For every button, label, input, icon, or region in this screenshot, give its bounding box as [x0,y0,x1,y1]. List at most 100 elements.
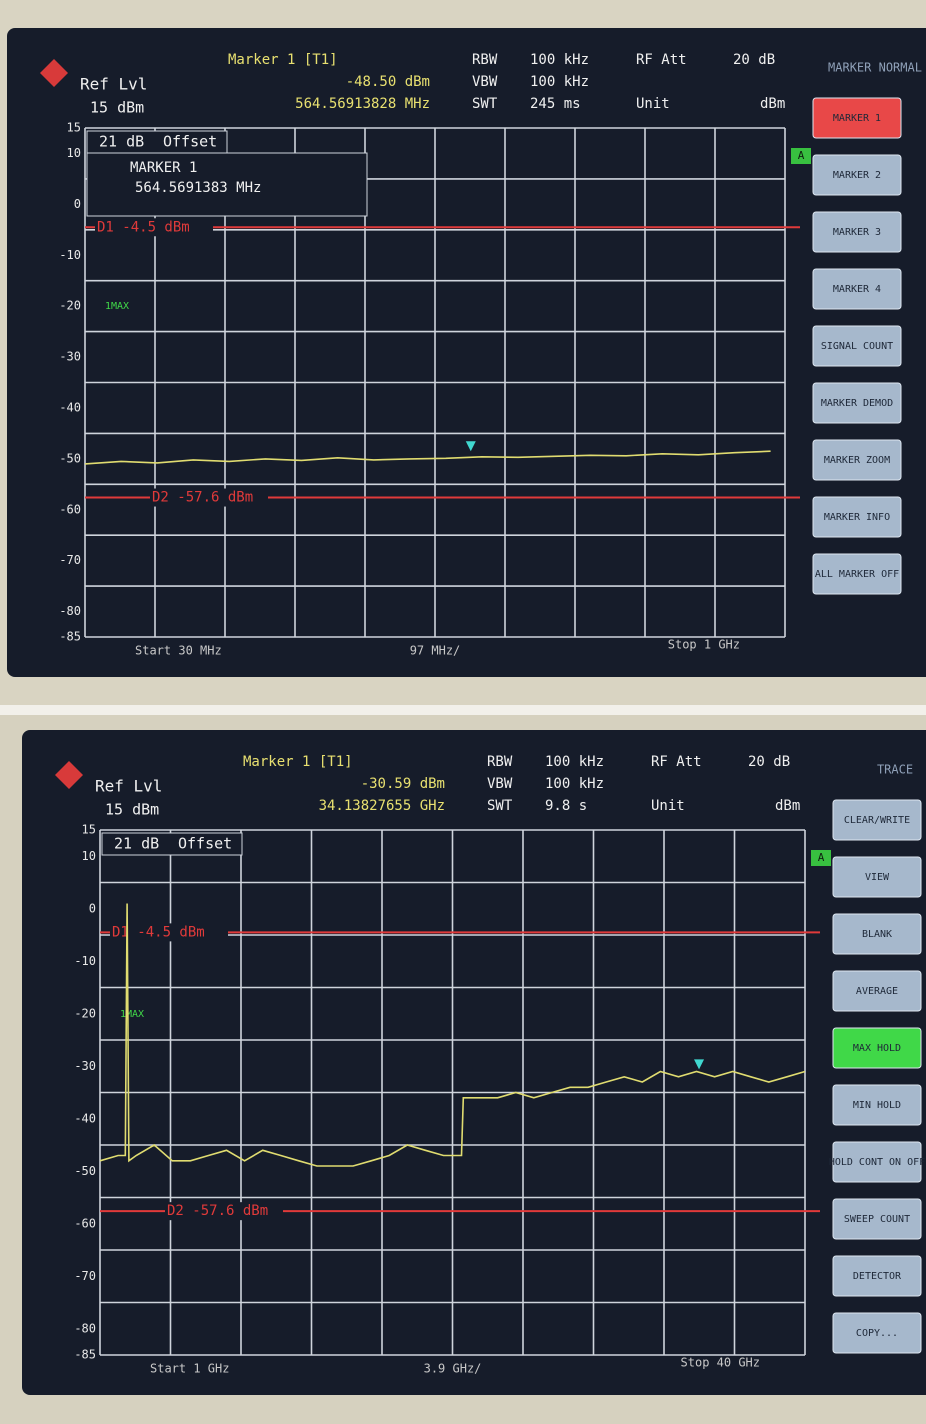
span: 3.9 GHz/ [424,1362,482,1376]
setting-label: VBW [487,776,513,792]
marker-title: Marker 1 [T1] [243,754,353,770]
y-tick-label: -40 [74,1111,96,1125]
softkey[interactable]: CLEAR/WRITE [832,799,922,841]
softkey[interactable]: MARKER DEMOD [812,382,902,424]
trace-label: 1MAX [120,1009,144,1020]
softkey[interactable]: BLANK [832,913,922,955]
marker-box-freq: 564.5691383 MHz [135,180,261,196]
marker [465,441,476,452]
softkey-label: MARKER INFO [824,512,890,523]
display-line-label: D2 -57.6 dBm [152,490,253,506]
marker-box [86,152,368,217]
setting-value: 100 kHz [530,52,589,68]
ref-label: Ref Lvl [95,777,162,796]
ref-label: Ref Lvl [80,75,147,94]
status-box [791,148,811,164]
y-tick-label: -70 [74,1269,96,1283]
y-tick-label: -85 [74,1348,96,1362]
setting-value: 245 ms [530,96,581,112]
softkey-face [812,439,902,481]
softkey[interactable]: MARKER 1 [812,97,902,139]
softkey[interactable]: MARKER 2 [812,154,902,196]
softkey[interactable]: COPY... [832,1312,922,1354]
start: Start 1 GHz [150,1362,229,1376]
y-tick-label: -60 [59,502,81,516]
setting-value: 9.8 s [545,798,587,814]
softkey[interactable]: SWEEP COUNT [832,1198,922,1240]
softkey-label: SWEEP COUNT [844,1214,910,1225]
marker-freq: 564.56913828 MHz [295,96,430,112]
status: A [798,149,805,162]
y-tick-label: 0 [89,901,96,915]
y-tick-label: -80 [59,604,81,618]
y-tick-label: 15 [67,121,81,135]
softkey-label: HOLD CONT ON OFF [829,1157,925,1168]
softkey-face [832,1312,922,1354]
softkey[interactable]: MARKER 3 [812,211,902,253]
setting-label: SWT [472,96,498,112]
y-tick-label: -40 [59,400,81,414]
softkey-face [832,1027,922,1069]
softkey-face [832,799,922,841]
y-tick-label: -20 [74,1006,96,1020]
softkey-face [832,1141,922,1183]
softkey-label: MAX HOLD [853,1043,901,1054]
menu-title: MARKER NORMAL [828,61,922,75]
setting-label: SWT [487,798,513,814]
menu-title: TRACE [877,763,913,777]
offset-label: Offset [178,835,232,853]
softkey-label: COPY... [856,1328,898,1339]
softkey-label: ALL MARKER OFF [815,569,899,580]
softkey-face [832,1255,922,1297]
softkey-label: MIN HOLD [853,1100,901,1111]
softkey-label: MARKER 1 [833,113,881,124]
softkey[interactable]: DETECTOR [832,1255,922,1297]
marker-title: Marker 1 [T1] [228,52,338,68]
softkey-label: MARKER DEMOD [821,398,893,409]
y-tick-label: 10 [67,146,81,160]
softkey[interactable]: MARKER 4 [812,268,902,310]
span: 97 MHz/ [410,644,461,658]
marker-box-title: MARKER 1 [130,160,197,176]
screen [22,730,926,1395]
softkey[interactable]: SIGNAL COUNT [812,325,902,367]
offset-value: 21 dB [99,133,144,151]
separator [0,705,926,715]
softkey[interactable]: VIEW [832,856,922,898]
softkey-label: MARKER 3 [833,227,881,238]
softkey-label: AVERAGE [856,986,898,997]
softkey-label: VIEW [865,872,890,883]
unit: Unit [636,96,670,112]
softkey[interactable]: ALL MARKER OFF [812,553,902,595]
start: Start 30 MHz [135,644,222,658]
y-tick-label: 15 [82,823,96,837]
rf-att-value: 20 dB [733,52,775,68]
softkey[interactable]: MIN HOLD [832,1084,922,1126]
status-box [811,850,831,866]
unit-value: dBm [775,798,800,814]
marker [694,1059,705,1070]
trace-label: 1MAX [105,301,129,312]
display-label-bg [95,218,213,237]
softkey[interactable]: HOLD CONT ON OFF [829,1141,925,1183]
softkey[interactable]: AVERAGE [832,970,922,1012]
setting-value: 100 kHz [545,776,604,792]
logo [40,59,68,87]
softkey-label: MARKER 4 [833,284,881,295]
softkey[interactable]: MARKER ZOOM [812,439,902,481]
softkey-face [832,913,922,955]
softkey-label: MARKER ZOOM [824,455,890,466]
y-tick-label: 10 [82,849,96,863]
softkey-label: SIGNAL COUNT [821,341,893,352]
logo [55,761,83,789]
setting-label: RBW [487,754,513,770]
offset-value: 21 dB [114,835,159,853]
y-tick-label: -80 [74,1321,96,1335]
marker-freq: 34.13827655 GHz [319,798,445,814]
setting-label: VBW [472,74,498,90]
softkey[interactable]: MAX HOLD [832,1027,922,1069]
softkey-face [832,970,922,1012]
y-tick-label: -30 [59,350,81,364]
softkey[interactable]: MARKER INFO [812,496,902,538]
status: A [818,851,825,864]
